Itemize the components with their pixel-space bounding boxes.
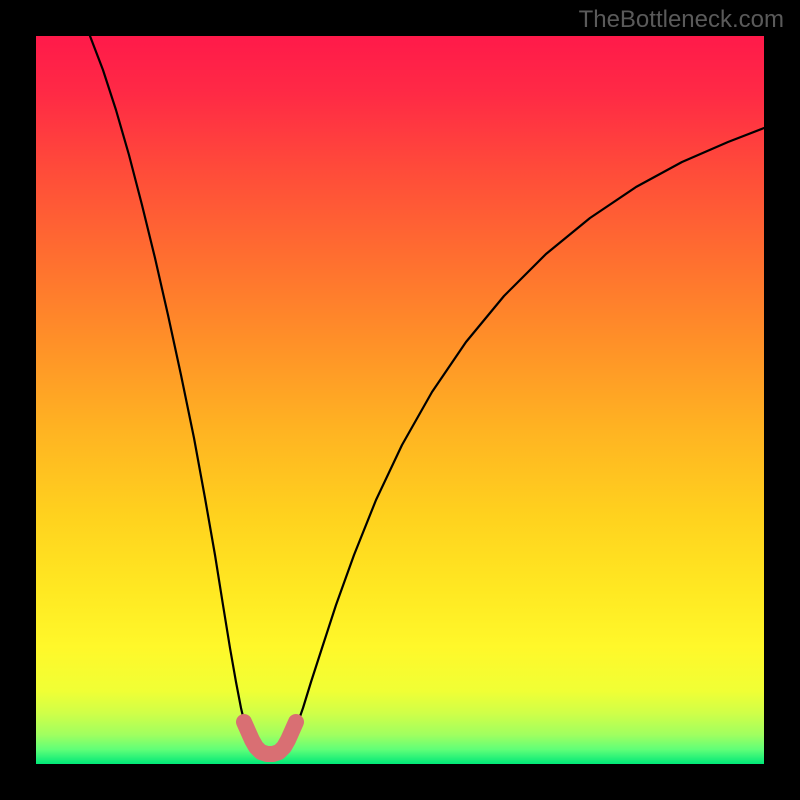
watermark-text: TheBottleneck.com bbox=[579, 6, 784, 34]
plot-gradient-background bbox=[36, 36, 764, 764]
chart-container: TheBottleneck.com bbox=[0, 0, 800, 800]
